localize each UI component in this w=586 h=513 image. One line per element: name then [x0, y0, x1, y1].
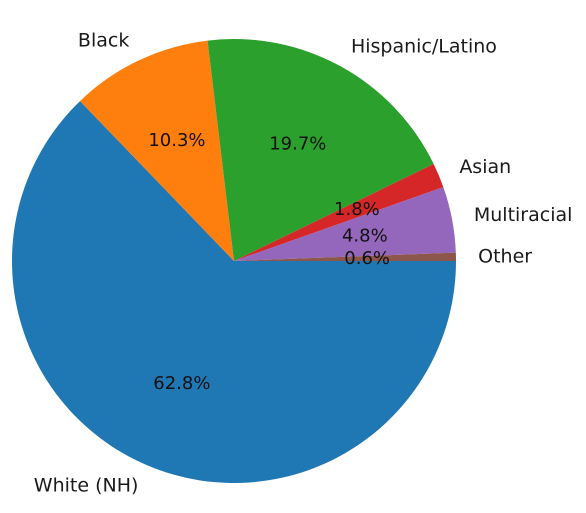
- percent-label-hispanic-latino: 19.7%: [269, 134, 326, 155]
- pie-slice-white-nh: [11, 101, 457, 484]
- percent-label-multiracial: 4.8%: [342, 226, 388, 247]
- category-label-black: Black: [78, 29, 129, 51]
- pie-slice-other: [234, 252, 456, 261]
- category-label-multiracial: Multiracial: [474, 204, 573, 226]
- pie-slice-multiracial: [234, 187, 456, 261]
- percent-label-black: 10.3%: [148, 130, 205, 151]
- pie-slice-black: [80, 40, 234, 261]
- slices-layer: [11, 39, 457, 484]
- category-label-hispanic-latino: Hispanic/Latino: [351, 36, 497, 58]
- category-label-asian: Asian: [459, 156, 511, 178]
- percent-label-other: 0.6%: [344, 248, 390, 269]
- pie-slice-asian: [234, 163, 444, 261]
- percent-label-white-nh: 62.8%: [153, 373, 210, 394]
- category-labels-layer: White (NH) Black Hispanic/Latino Asian Multi…: [34, 29, 573, 496]
- category-label-other: Other: [478, 245, 532, 267]
- percent-labels-layer: 62.8% 10.3% 19.7% 1.8% 4.8%0.6%: [148, 130, 390, 394]
- category-label-white-nh: White (NH): [34, 475, 139, 497]
- pie-slice-hispanic-latino: [207, 39, 434, 261]
- percent-label-asian: 1.8%: [334, 199, 380, 220]
